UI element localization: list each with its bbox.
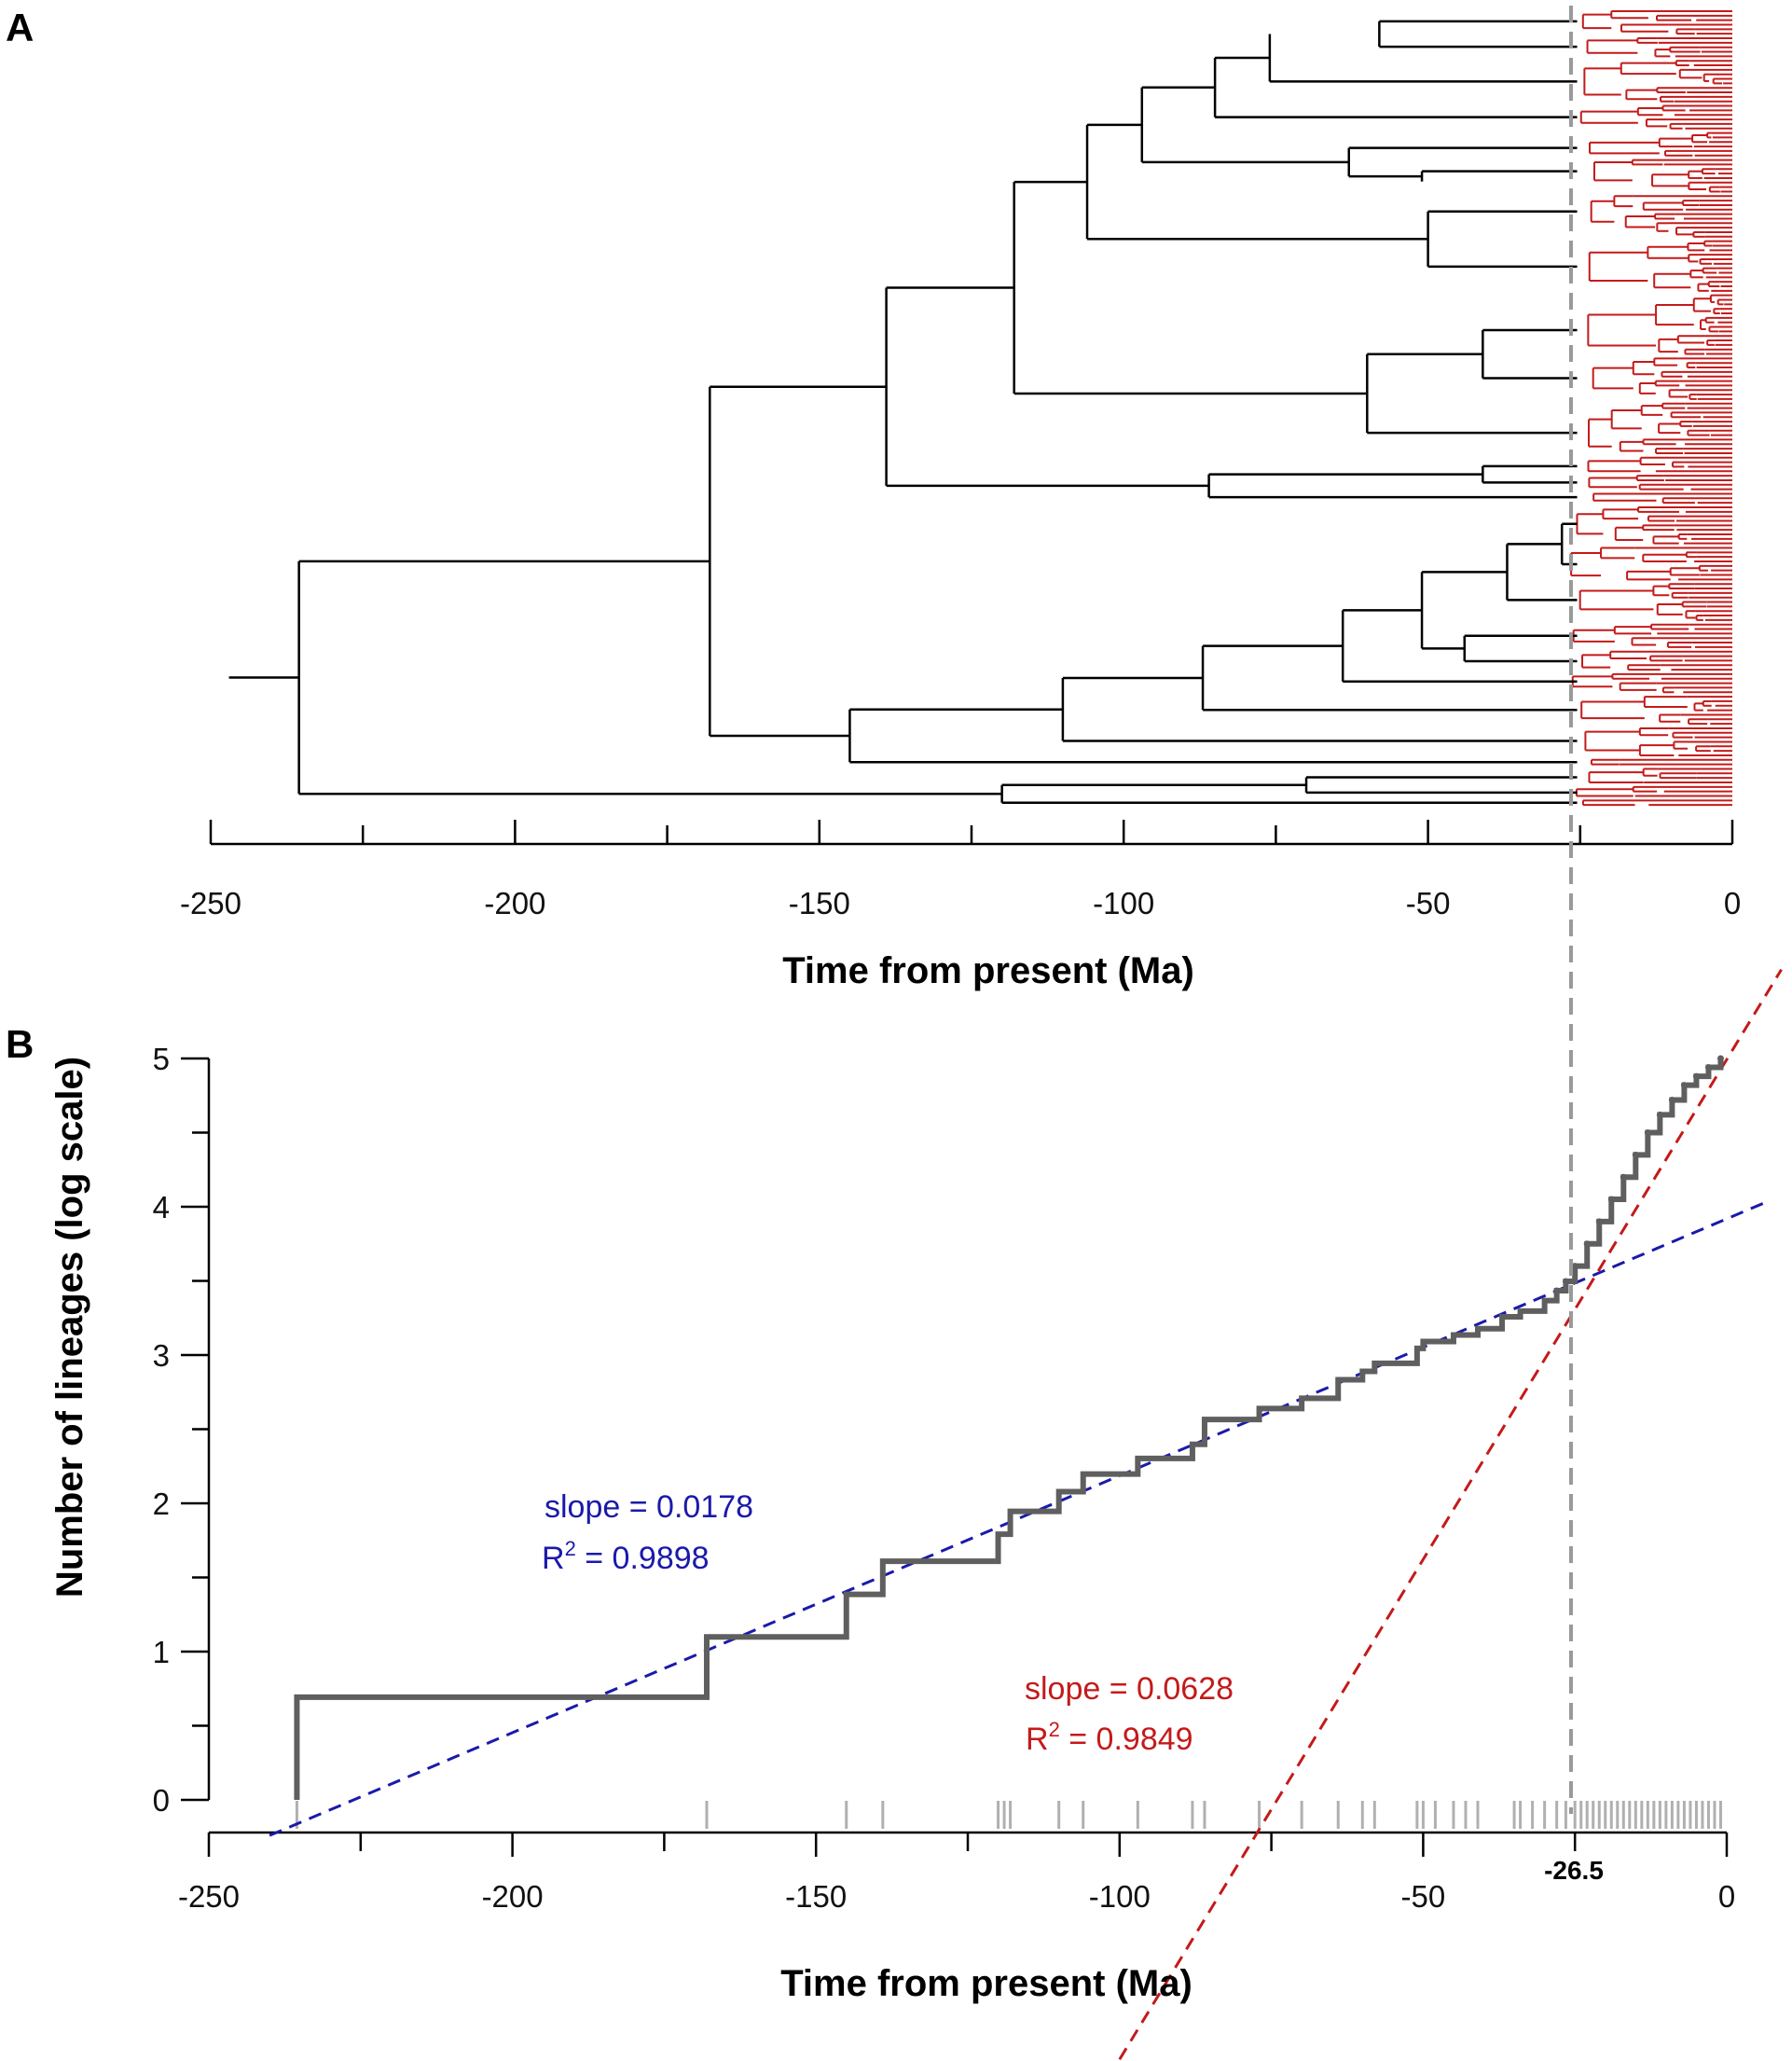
ltt-step-curve xyxy=(294,1055,1724,1800)
regression-fit-lines xyxy=(269,968,1783,2061)
panel-a-x-tick-label: -150 xyxy=(789,886,850,920)
node-age-rug xyxy=(295,1801,1722,1829)
panel-b-y-tick-label: 3 xyxy=(153,1338,170,1373)
blue-slope-annotation: slope = 0.0178 xyxy=(544,1489,753,1525)
panel-b-y-tick-label: 5 xyxy=(153,1042,170,1076)
panel-b-x-tick-label: -50 xyxy=(1401,1879,1446,1914)
ltt-point xyxy=(1644,1129,1651,1136)
blue-r2-value: = 0.9898 xyxy=(576,1541,710,1576)
panel-b-x-tick-label: -100 xyxy=(1089,1879,1151,1914)
panel-a-x-axis-title: Time from present (Ma) xyxy=(782,950,1194,991)
cutoff-age-label: -26.5 xyxy=(1544,1856,1604,1885)
panel-a-x-tick-label: 0 xyxy=(1724,886,1741,920)
panel-b-axes: 0 1 2 3 4 5 -250 -200 -150 -100 -50 0 xyxy=(153,1042,1736,1914)
panel-a-x-tick-label: -200 xyxy=(484,886,545,920)
ltt-point xyxy=(1583,1240,1591,1248)
panel-b-x-axis-title: Time from present (Ma) xyxy=(780,1963,1192,2004)
panel-b-ltt-plot: B 0 1 2 3 4 5 -250 -200 -150 -100 -50 0 Number of l… xyxy=(6,968,1783,2061)
ltt-point xyxy=(1562,1278,1569,1285)
ltt-point xyxy=(1668,1097,1675,1104)
panel-a-letter: A xyxy=(6,6,34,49)
ltt-point xyxy=(1607,1196,1615,1203)
red-slope-annotation: slope = 0.0628 xyxy=(1025,1671,1234,1707)
ltt-point xyxy=(1704,1064,1712,1072)
panel-a-x-tick-label: -50 xyxy=(1406,886,1451,920)
red-r2-value: = 0.9849 xyxy=(1060,1722,1193,1757)
ltt-point xyxy=(1620,1173,1627,1181)
panel-a-x-axis: -250 -200 -150 -100 -50 0 xyxy=(180,820,1741,920)
blue-r2-symbol: R xyxy=(542,1541,565,1576)
ltt-point xyxy=(1680,1082,1688,1089)
fit-line-before-cutoff xyxy=(269,1199,1771,1837)
fit-line-after-cutoff xyxy=(1118,968,1783,2061)
red-r2-symbol: R xyxy=(1026,1722,1049,1757)
panel-a-phylogeny: A -250 -200 -150 -100 -50 0 Time from present… xyxy=(6,6,1741,991)
panel-b-y-tick-label: 2 xyxy=(153,1487,170,1521)
ltt-point xyxy=(1656,1111,1663,1118)
ltt-point xyxy=(1716,1055,1724,1062)
panel-a-x-tick-label: -100 xyxy=(1093,886,1154,920)
panel-b-y-tick-label: 4 xyxy=(153,1190,170,1224)
ltt-point xyxy=(1595,1218,1603,1225)
panel-b-x-tick-label: 0 xyxy=(1718,1879,1735,1914)
panel-a-x-tick-label: -250 xyxy=(180,886,241,920)
red-r2-annotation: R2 = 0.9849 xyxy=(1026,1718,1193,1757)
ltt-point xyxy=(1553,1287,1561,1294)
panel-b-x-tick-label: -150 xyxy=(785,1879,847,1914)
panel-b-letter: B xyxy=(6,1022,34,1066)
panel-b-y-tick-label: 1 xyxy=(153,1635,170,1669)
panel-b-y-axis-title: Number of lineages (log scale) xyxy=(49,1057,90,1598)
panel-b-x-tick-label: -200 xyxy=(482,1879,544,1914)
tree-branches xyxy=(229,11,1732,805)
blue-r2-annotation: R2 = 0.9898 xyxy=(542,1537,710,1576)
red-r2-superscript: 2 xyxy=(1049,1718,1060,1741)
panel-b-y-tick-label: 0 xyxy=(153,1783,170,1818)
ltt-point xyxy=(1692,1072,1700,1080)
panel-b-x-tick-label: -250 xyxy=(178,1879,240,1914)
ltt-point xyxy=(1632,1151,1639,1158)
ltt-point xyxy=(1571,1263,1578,1270)
ltt-curve xyxy=(294,1058,1724,1800)
blue-r2-superscript: 2 xyxy=(565,1537,576,1560)
